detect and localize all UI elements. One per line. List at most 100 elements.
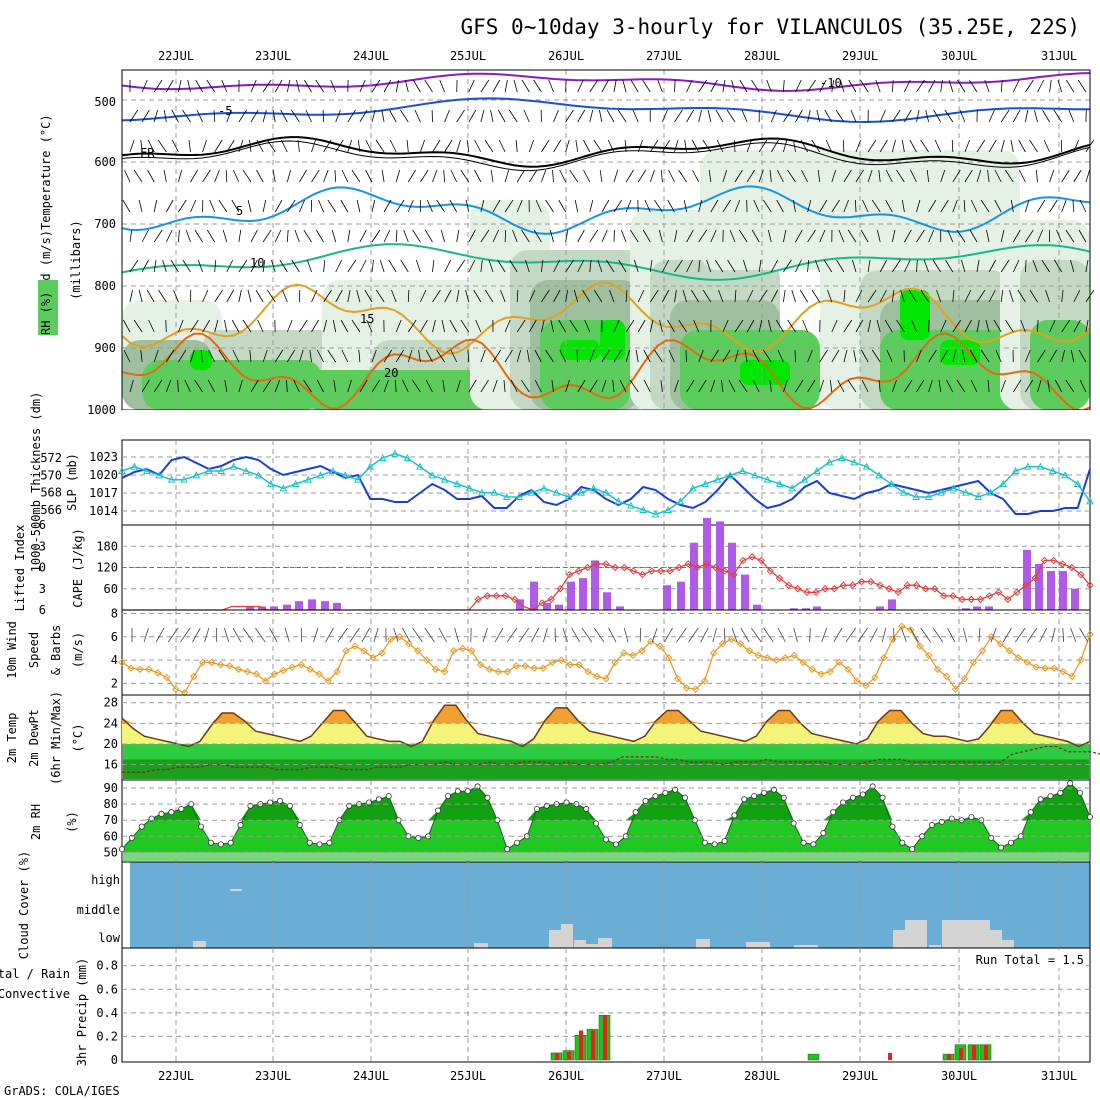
rh2m-point [1007,839,1014,846]
precip-conv-bar [984,1044,988,1060]
wind-barb [783,229,787,243]
thickness-series-line [121,452,1091,516]
wind10-barb [1014,627,1026,643]
day-label-top-23JUL: 23JUL [255,49,291,63]
wind-barb [364,289,373,303]
wind10-point [476,661,485,669]
wind-barb [492,349,502,363]
cape-bar [530,581,538,610]
wind10-barb [857,627,868,643]
wind-barb [767,229,772,243]
wind-barb [492,79,501,93]
wind-barb [425,349,433,363]
cape-bar [1071,588,1079,610]
day-label-top-28JUL: 28JUL [744,49,780,63]
wind10-point [978,647,987,655]
thickness-point [540,484,548,492]
wind-barb [1065,379,1075,393]
wind-barb [565,379,570,393]
wind-barb [714,259,724,273]
wind10-point [315,670,323,678]
cloud-low-block [917,920,927,948]
wind-barb [444,139,453,153]
wind-barb [533,229,542,243]
wind-barb [1061,349,1066,363]
wind-barb [839,79,845,93]
wind-barb [492,379,498,393]
wind-barb [271,259,276,273]
rh-band-base [123,852,1089,861]
wind-barb [250,379,259,393]
wind-barb [545,199,554,213]
precip-tick-0.4: 0.4 [96,1006,118,1020]
precip-tick-0.2: 0.2 [96,1029,118,1043]
cape-bar [663,585,671,610]
wind-barb [964,169,973,183]
wind-barb [698,199,703,213]
thickness-point [341,471,350,479]
li-point [803,588,811,596]
ylabel-rh: RH (%) [39,292,53,335]
wind-barb [249,139,252,153]
wind-barb [819,229,826,243]
wind-barb [440,229,445,243]
wind-barb [598,109,603,123]
wind-barb [1032,259,1038,273]
wind-barb [432,139,441,153]
wind-barb [262,259,266,273]
wind-barb [969,229,978,243]
wind-barb [351,169,361,183]
thick-tick-570: 570 [40,468,62,482]
wind-barb [956,229,966,243]
wind-barb [412,379,421,393]
rh2m-point [168,809,175,816]
wind-barb [541,319,545,333]
wind-barb [599,169,603,183]
wind-barb [976,319,980,333]
wind-barb [347,259,357,273]
wind-barb [698,349,704,363]
rh2m-point [652,793,659,800]
thickness-point [825,458,834,466]
thick-tick-572: 572 [40,451,62,465]
wind-barb [1077,79,1087,93]
wind-barb [744,349,748,363]
wind-barb [424,229,433,243]
wind-barb [947,229,954,243]
thickness-point [602,488,610,496]
wind10-point [467,647,476,655]
wind10-point [915,642,924,650]
wind-barb [497,259,506,273]
rh2m-point [849,794,856,801]
wind-barb [188,139,191,153]
wind-barb [534,349,542,363]
rh2m-point [533,805,540,812]
wind-barb [521,79,530,93]
wind-barb [153,349,159,363]
wind-barb [843,289,846,303]
wind10-point [772,656,781,664]
thickness-point [986,488,995,496]
wind-barb [795,79,802,93]
wind-barb [948,79,954,93]
wind-barb [613,349,622,363]
wind-barb [335,139,344,153]
wind-barb [232,349,240,363]
upper-ytick-600: 600 [94,155,116,169]
wind-barb [649,259,653,273]
wind-barb [807,229,816,243]
wind10-point [907,626,915,634]
li-point [556,585,565,593]
wind-barb [876,319,881,333]
wind-barb [534,379,542,393]
wind-barb [404,79,409,93]
li-point [794,585,802,593]
wind10-point [1005,647,1014,655]
cape-bar [1059,571,1067,610]
rh2m-point [751,793,758,800]
wind10-barb [1039,627,1048,643]
wind-barb [667,319,675,333]
wind-barb [662,109,668,123]
wind-barb [1073,289,1081,303]
wind-barb [1034,109,1038,123]
